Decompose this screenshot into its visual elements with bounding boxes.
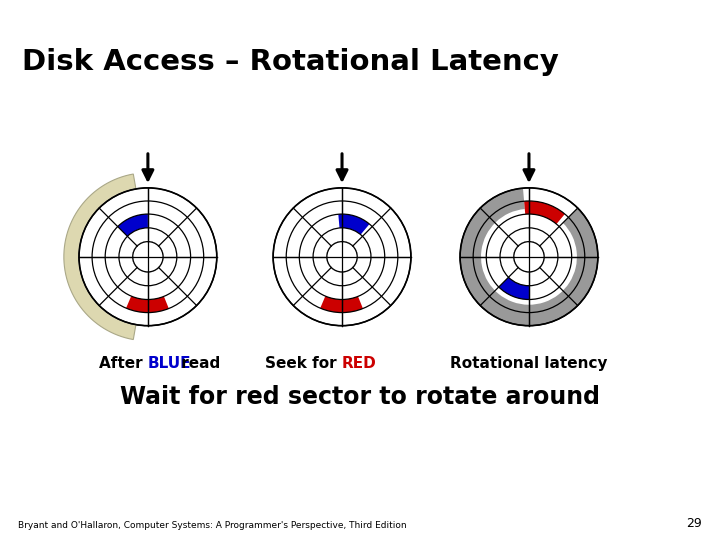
Text: RED: RED — [342, 356, 377, 370]
Circle shape — [327, 241, 357, 272]
Text: After: After — [99, 356, 148, 370]
Circle shape — [273, 188, 411, 326]
Wedge shape — [320, 296, 363, 313]
Wedge shape — [460, 188, 598, 326]
Wedge shape — [338, 214, 369, 234]
Polygon shape — [64, 174, 138, 340]
Wedge shape — [499, 277, 529, 300]
Circle shape — [132, 241, 163, 272]
Text: Disk Access – Rotational Latency: Disk Access – Rotational Latency — [22, 48, 559, 76]
Text: 29: 29 — [685, 517, 701, 530]
Text: Seek for: Seek for — [265, 356, 342, 370]
Circle shape — [79, 188, 217, 326]
Text: Bryant and O'Hallaron, Computer Systems: A Programmer's Perspective, Third Editi: Bryant and O'Hallaron, Computer Systems:… — [19, 521, 407, 530]
Wedge shape — [117, 214, 148, 237]
Text: read: read — [176, 356, 220, 370]
Wedge shape — [126, 296, 168, 313]
Circle shape — [460, 188, 598, 326]
Text: Wait for red sector to rotate around: Wait for red sector to rotate around — [120, 385, 600, 409]
Text: Rotational latency: Rotational latency — [450, 356, 608, 370]
Wedge shape — [524, 201, 564, 224]
Circle shape — [514, 241, 544, 272]
Text: Carnegie Mellon: Carnegie Mellon — [585, 8, 702, 22]
Text: BLUE: BLUE — [148, 356, 192, 370]
